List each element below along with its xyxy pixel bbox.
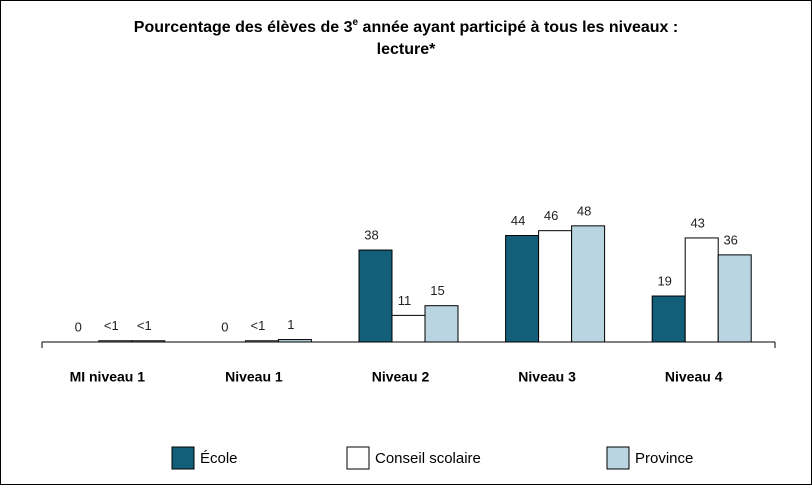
title-superscript: e bbox=[353, 17, 359, 28]
value-label: 15 bbox=[430, 283, 444, 298]
x-tick-label: Niveau 3 bbox=[518, 369, 576, 385]
chart-title: Pourcentage des élèves de 3e année ayant… bbox=[134, 17, 678, 37]
bar bbox=[424, 305, 459, 343]
x-tick-label: Niveau 1 bbox=[225, 369, 283, 385]
value-label: 46 bbox=[544, 208, 558, 223]
value-label: 0 bbox=[221, 319, 228, 334]
legend-label: Province bbox=[635, 450, 693, 467]
title-part: Pourcentage des élèves de 3 bbox=[134, 19, 353, 36]
value-label: <1 bbox=[137, 318, 152, 333]
bar bbox=[651, 295, 686, 343]
value-label: <1 bbox=[104, 318, 119, 333]
bar bbox=[505, 235, 540, 343]
legend-swatch bbox=[171, 446, 195, 470]
x-tick-label: MI niveau 1 bbox=[70, 369, 146, 385]
bar bbox=[538, 230, 573, 343]
bar bbox=[717, 254, 752, 343]
value-label: 19 bbox=[657, 273, 671, 288]
bar bbox=[358, 249, 393, 343]
x-tick-label: Niveau 2 bbox=[372, 369, 430, 385]
value-label: 43 bbox=[690, 215, 704, 230]
value-label: 48 bbox=[577, 203, 591, 218]
x-tick-label: Niveau 4 bbox=[665, 369, 723, 385]
value-label: 44 bbox=[511, 213, 525, 228]
bar bbox=[684, 237, 719, 343]
bar bbox=[571, 225, 606, 343]
value-label: 1 bbox=[287, 317, 294, 332]
legend-swatch bbox=[606, 446, 630, 470]
bar bbox=[391, 314, 426, 343]
legend-swatch bbox=[346, 446, 370, 470]
value-label: 0 bbox=[75, 319, 82, 334]
chart-title: lecture* bbox=[377, 41, 436, 58]
value-label: 36 bbox=[723, 232, 737, 247]
legend-label: École bbox=[200, 450, 238, 467]
value-label: 11 bbox=[398, 293, 412, 308]
legend-label: Conseil scolaire bbox=[375, 450, 481, 467]
title-part: année ayant participé à tous les niveaux… bbox=[358, 19, 678, 36]
value-label: <1 bbox=[250, 318, 265, 333]
value-label: 38 bbox=[364, 227, 378, 242]
